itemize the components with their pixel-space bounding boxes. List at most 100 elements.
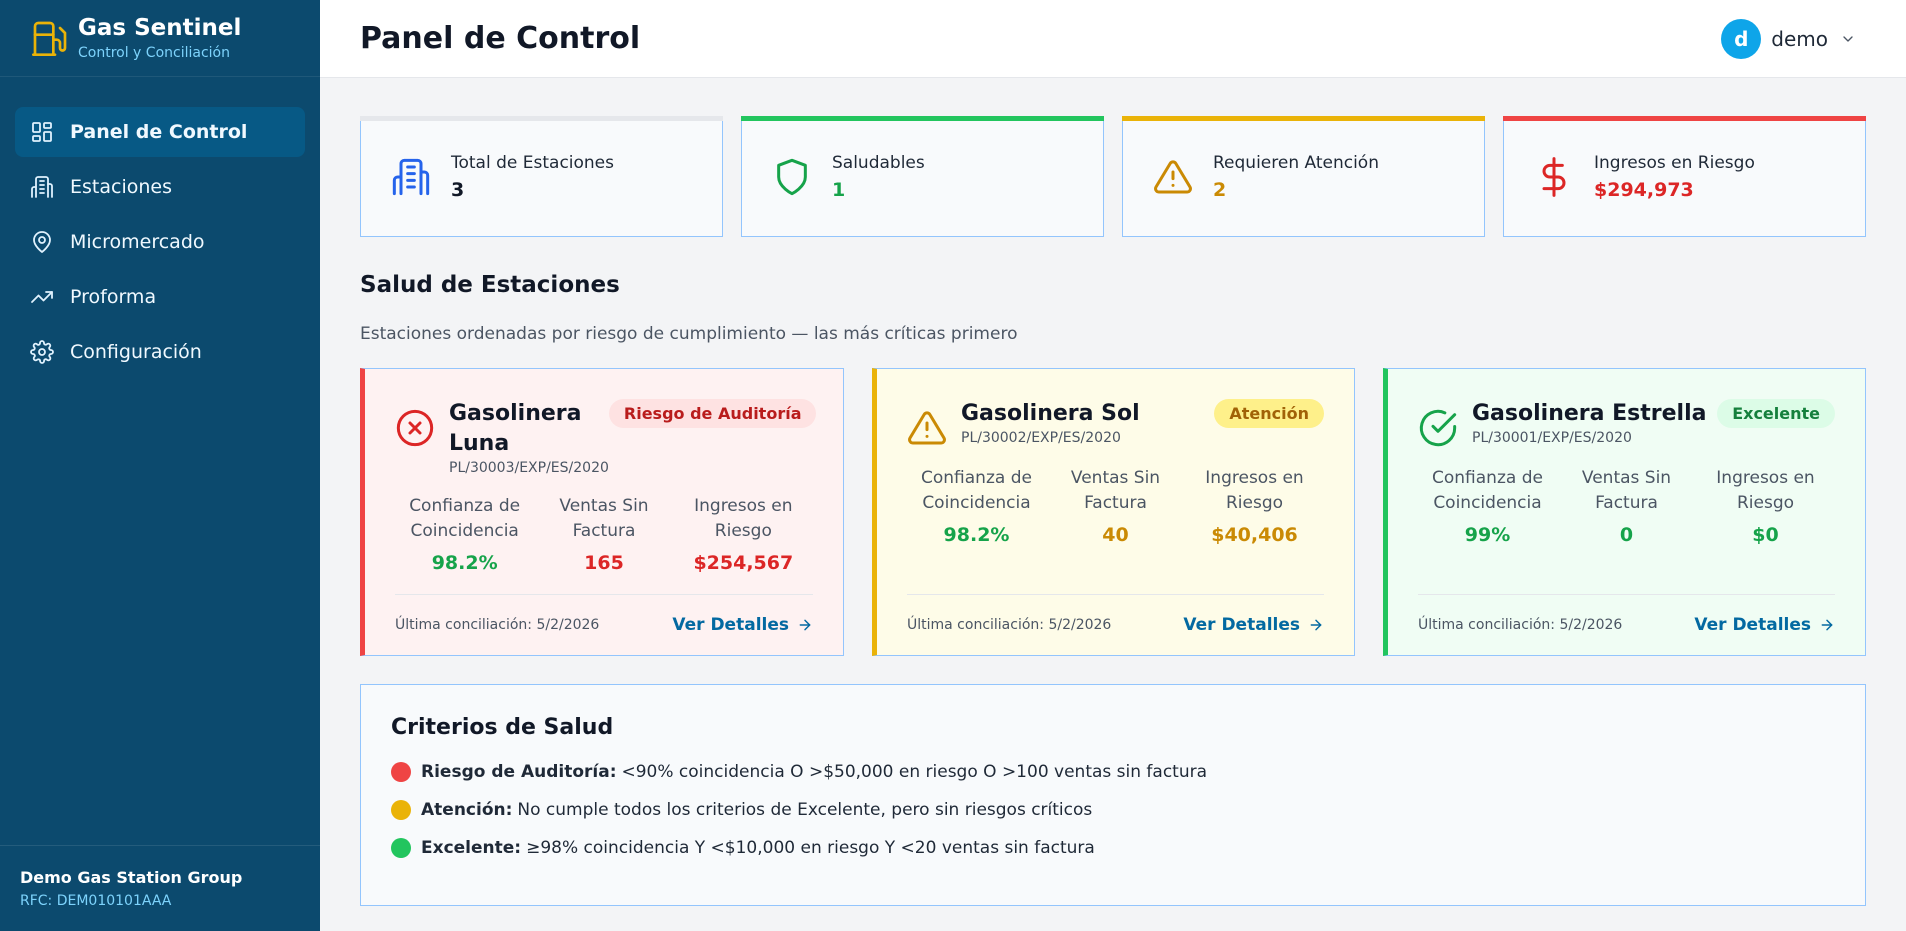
metric-confidence: 98.2% [943,524,1010,546]
metric-label: Confianza de Coincidencia [409,496,521,541]
building-icon [31,176,53,198]
dashboard-icon [32,122,52,142]
view-details-button[interactable]: Ver Detalles [1694,615,1835,635]
sidebar-item-micromercado[interactable]: Micromercado [15,217,305,267]
sidebar-item-label: Estaciones [70,176,172,198]
dollar-icon [1542,156,1566,197]
metric-label: Ventas Sin Factura [1581,468,1672,513]
status-dot [391,838,411,858]
last-reconciliation: Última conciliación: 5/2/2026 [395,617,600,633]
main: Panel de Control d demo Total de Estacio… [320,0,1906,931]
map-pin-icon [33,231,51,253]
stat-label: Ingresos en Riesgo [1594,152,1755,173]
criteria-label: Excelente: [421,838,522,858]
criteria-text: ≥98% coincidencia Y <$10,000 en riesgo Y… [526,838,1095,858]
sidebar-nav: Panel de Control Estaciones Micromercado… [0,77,320,845]
view-details-label: Ver Detalles [672,615,789,635]
metric-label: Ventas Sin Factura [1070,468,1161,513]
stats-row: Total de Estaciones 3 Saludables 1 Req [360,116,1866,237]
stat-value: 3 [451,178,465,201]
view-details-button[interactable]: Ver Detalles [672,615,813,635]
warning-icon [1154,159,1192,193]
section-subtitle: Estaciones ordenadas por riesgo de cumpl… [360,324,1018,344]
avatar: d [1721,18,1762,59]
health-criteria: Criterios de Salud Riesgo de Auditoría: … [360,684,1866,906]
status-badge: Riesgo de Auditoría [608,399,817,428]
brand-title: Gas Sentinel [78,15,242,41]
stat-needs-attention: Requieren Atención 2 [1122,116,1485,237]
arrow-right-icon [1821,619,1833,631]
metric-label: Confianza de Coincidencia [1432,468,1543,513]
stat-value: 1 [832,178,846,201]
metric-label: Ingresos en Riesgo [1205,468,1304,513]
stat-label: Requieren Atención [1213,152,1379,173]
check-circle-icon [1419,409,1457,447]
brand[interactable]: Gas Sentinel Control y Conciliación [0,0,320,77]
criteria-text: No cumple todos los criterios de Excelen… [517,800,1093,820]
x-circle-icon [396,409,434,447]
metric-revenue-risk: $0 [1752,524,1779,546]
sidebar-item-configuracion[interactable]: Configuración [15,327,305,377]
last-reconciliation: Última conciliación: 5/2/2026 [907,617,1112,633]
stat-total-stations: Total de Estaciones 3 [360,116,723,237]
criteria-item-audit-risk: Riesgo de Auditoría: <90% coincidencia O… [391,762,1835,782]
view-details-button[interactable]: Ver Detalles [1183,615,1324,635]
metric-unbilled: 165 [584,552,624,574]
trending-up-icon [31,291,53,303]
view-details-label: Ver Detalles [1694,615,1811,635]
station-cards: Gasolinera Luna PL/30003/EXP/ES/2020 Rie… [360,368,1866,656]
sidebar-item-label: Proforma [70,286,157,308]
criteria-text: <90% coincidencia O >$50,000 en riesgo O… [621,762,1208,782]
status-badge: Atención [1214,399,1324,428]
metric-revenue-risk: $254,567 [693,552,794,574]
metric-confidence: 99% [1464,524,1511,546]
station-card-sol: Gasolinera Sol PL/30002/EXP/ES/2020 Aten… [872,368,1355,656]
criteria-label: Riesgo de Auditoría: [421,762,617,782]
sidebar-item-label: Configuración [70,341,202,363]
status-badge: Excelente [1717,399,1835,428]
sidebar: Gas Sentinel Control y Conciliación Pane… [0,0,320,931]
metric-label: Ingresos en Riesgo [694,496,793,541]
sidebar-item-panel-de-control[interactable]: Panel de Control [15,107,305,157]
stat-label: Saludables [832,152,925,173]
last-reconciliation: Última conciliación: 5/2/2026 [1418,617,1623,633]
status-dot [391,800,411,820]
gear-icon [30,340,54,364]
station-name: Gasolinera Luna [449,401,582,456]
metric-unbilled: 0 [1619,524,1634,546]
fuel-pump-icon [32,21,67,57]
station-name: Gasolinera Sol [961,401,1140,426]
brand-subtitle: Control y Conciliación [78,45,230,61]
status-dot [391,762,411,782]
station-name: Gasolinera Estrella [1472,401,1707,426]
station-card-luna: Gasolinera Luna PL/30003/EXP/ES/2020 Rie… [360,368,844,656]
station-code: PL/30001/EXP/ES/2020 [1472,430,1632,446]
building-icon [392,158,430,195]
chevron-down-icon [1843,35,1853,42]
stat-healthy: Saludables 1 [741,116,1104,237]
arrow-right-icon [1310,619,1322,631]
user-menu[interactable]: d demo [1721,18,1856,59]
topbar: Panel de Control d demo [320,0,1906,78]
shield-icon [777,158,807,195]
user-name: demo [1771,26,1828,51]
sidebar-item-label: Micromercado [70,231,205,253]
metric-revenue-risk: $40,406 [1211,524,1298,546]
dashboard-content: Total de Estaciones 3 Saludables 1 Req [320,78,1906,906]
station-code: PL/30003/EXP/ES/2020 [449,460,609,476]
sidebar-item-proforma[interactable]: Proforma [15,272,305,322]
criteria-item-excellent: Excelente: ≥98% coincidencia Y <$10,000 … [391,838,1835,858]
stat-label: Total de Estaciones [451,152,615,173]
sidebar-item-estaciones[interactable]: Estaciones [15,162,305,212]
stat-value: 2 [1213,178,1227,201]
metric-label: Ventas Sin Factura [559,496,649,541]
metric-unbilled: 40 [1102,524,1129,546]
stat-revenue-at-risk: Ingresos en Riesgo $294,973 [1503,116,1866,237]
metric-confidence: 98.2% [431,552,498,574]
warning-icon [908,411,946,445]
criteria-title: Criterios de Salud [391,715,614,740]
criteria-item-attention: Atención: No cumple todos los criterios … [391,800,1835,820]
metric-label: Confianza de Coincidencia [921,468,1032,513]
station-card-estrella: Gasolinera Estrella PL/30001/EXP/ES/2020… [1383,368,1866,656]
section-title: Salud de Estaciones [360,272,620,298]
